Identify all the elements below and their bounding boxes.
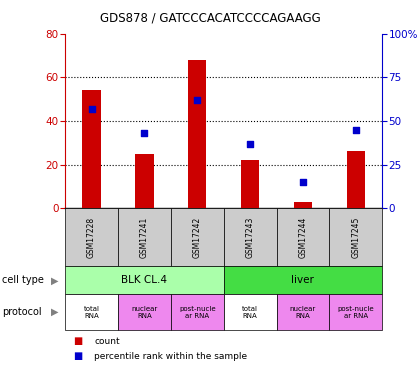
Text: GSM17243: GSM17243 bbox=[246, 216, 255, 258]
Bar bbox=[294, 202, 312, 208]
Bar bbox=[135, 154, 154, 208]
Point bbox=[88, 106, 95, 112]
Text: percentile rank within the sample: percentile rank within the sample bbox=[94, 352, 248, 361]
Text: ▶: ▶ bbox=[51, 307, 58, 317]
Text: GSM17244: GSM17244 bbox=[299, 216, 307, 258]
Bar bbox=[346, 152, 365, 208]
Text: ■: ■ bbox=[73, 336, 82, 346]
Point bbox=[352, 127, 359, 133]
Point bbox=[247, 141, 253, 147]
Point bbox=[141, 130, 148, 136]
Text: GSM17242: GSM17242 bbox=[193, 216, 202, 258]
Text: total
RNA: total RNA bbox=[242, 306, 258, 319]
Bar bbox=[82, 90, 101, 208]
Text: BLK CL.4: BLK CL.4 bbox=[121, 275, 168, 285]
Text: total
RNA: total RNA bbox=[84, 306, 100, 319]
Text: ▶: ▶ bbox=[51, 275, 58, 285]
Text: GSM17245: GSM17245 bbox=[351, 216, 360, 258]
Bar bbox=[188, 60, 207, 208]
Text: GSM17228: GSM17228 bbox=[87, 217, 96, 258]
Point bbox=[299, 179, 306, 185]
Text: nuclear
RNA: nuclear RNA bbox=[131, 306, 158, 319]
Text: post-nucle
ar RNA: post-nucle ar RNA bbox=[179, 306, 215, 319]
Text: cell type: cell type bbox=[2, 275, 44, 285]
Text: ■: ■ bbox=[73, 351, 82, 361]
Text: GDS878 / GATCCCACATCCCCAGAAGG: GDS878 / GATCCCACATCCCCAGAAGG bbox=[100, 11, 320, 24]
Text: GSM17241: GSM17241 bbox=[140, 216, 149, 258]
Text: nuclear
RNA: nuclear RNA bbox=[290, 306, 316, 319]
Text: count: count bbox=[94, 337, 120, 346]
Point bbox=[194, 97, 201, 103]
Text: liver: liver bbox=[291, 275, 314, 285]
Text: protocol: protocol bbox=[2, 307, 42, 317]
Text: post-nucle
ar RNA: post-nucle ar RNA bbox=[337, 306, 374, 319]
Bar bbox=[241, 160, 259, 208]
